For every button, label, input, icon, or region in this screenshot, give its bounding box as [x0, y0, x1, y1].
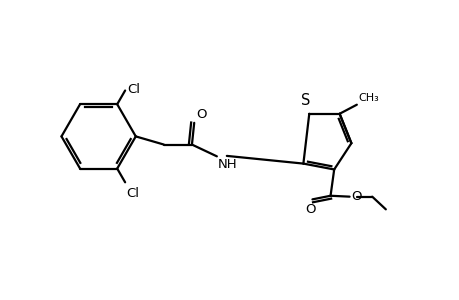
- Text: O: O: [350, 190, 361, 203]
- Text: O: O: [304, 203, 315, 216]
- Text: NH: NH: [218, 158, 237, 171]
- Text: Cl: Cl: [126, 187, 139, 200]
- Text: CH₃: CH₃: [358, 93, 379, 103]
- Text: Cl: Cl: [127, 83, 140, 96]
- Text: S: S: [300, 93, 310, 108]
- Text: O: O: [196, 108, 206, 121]
